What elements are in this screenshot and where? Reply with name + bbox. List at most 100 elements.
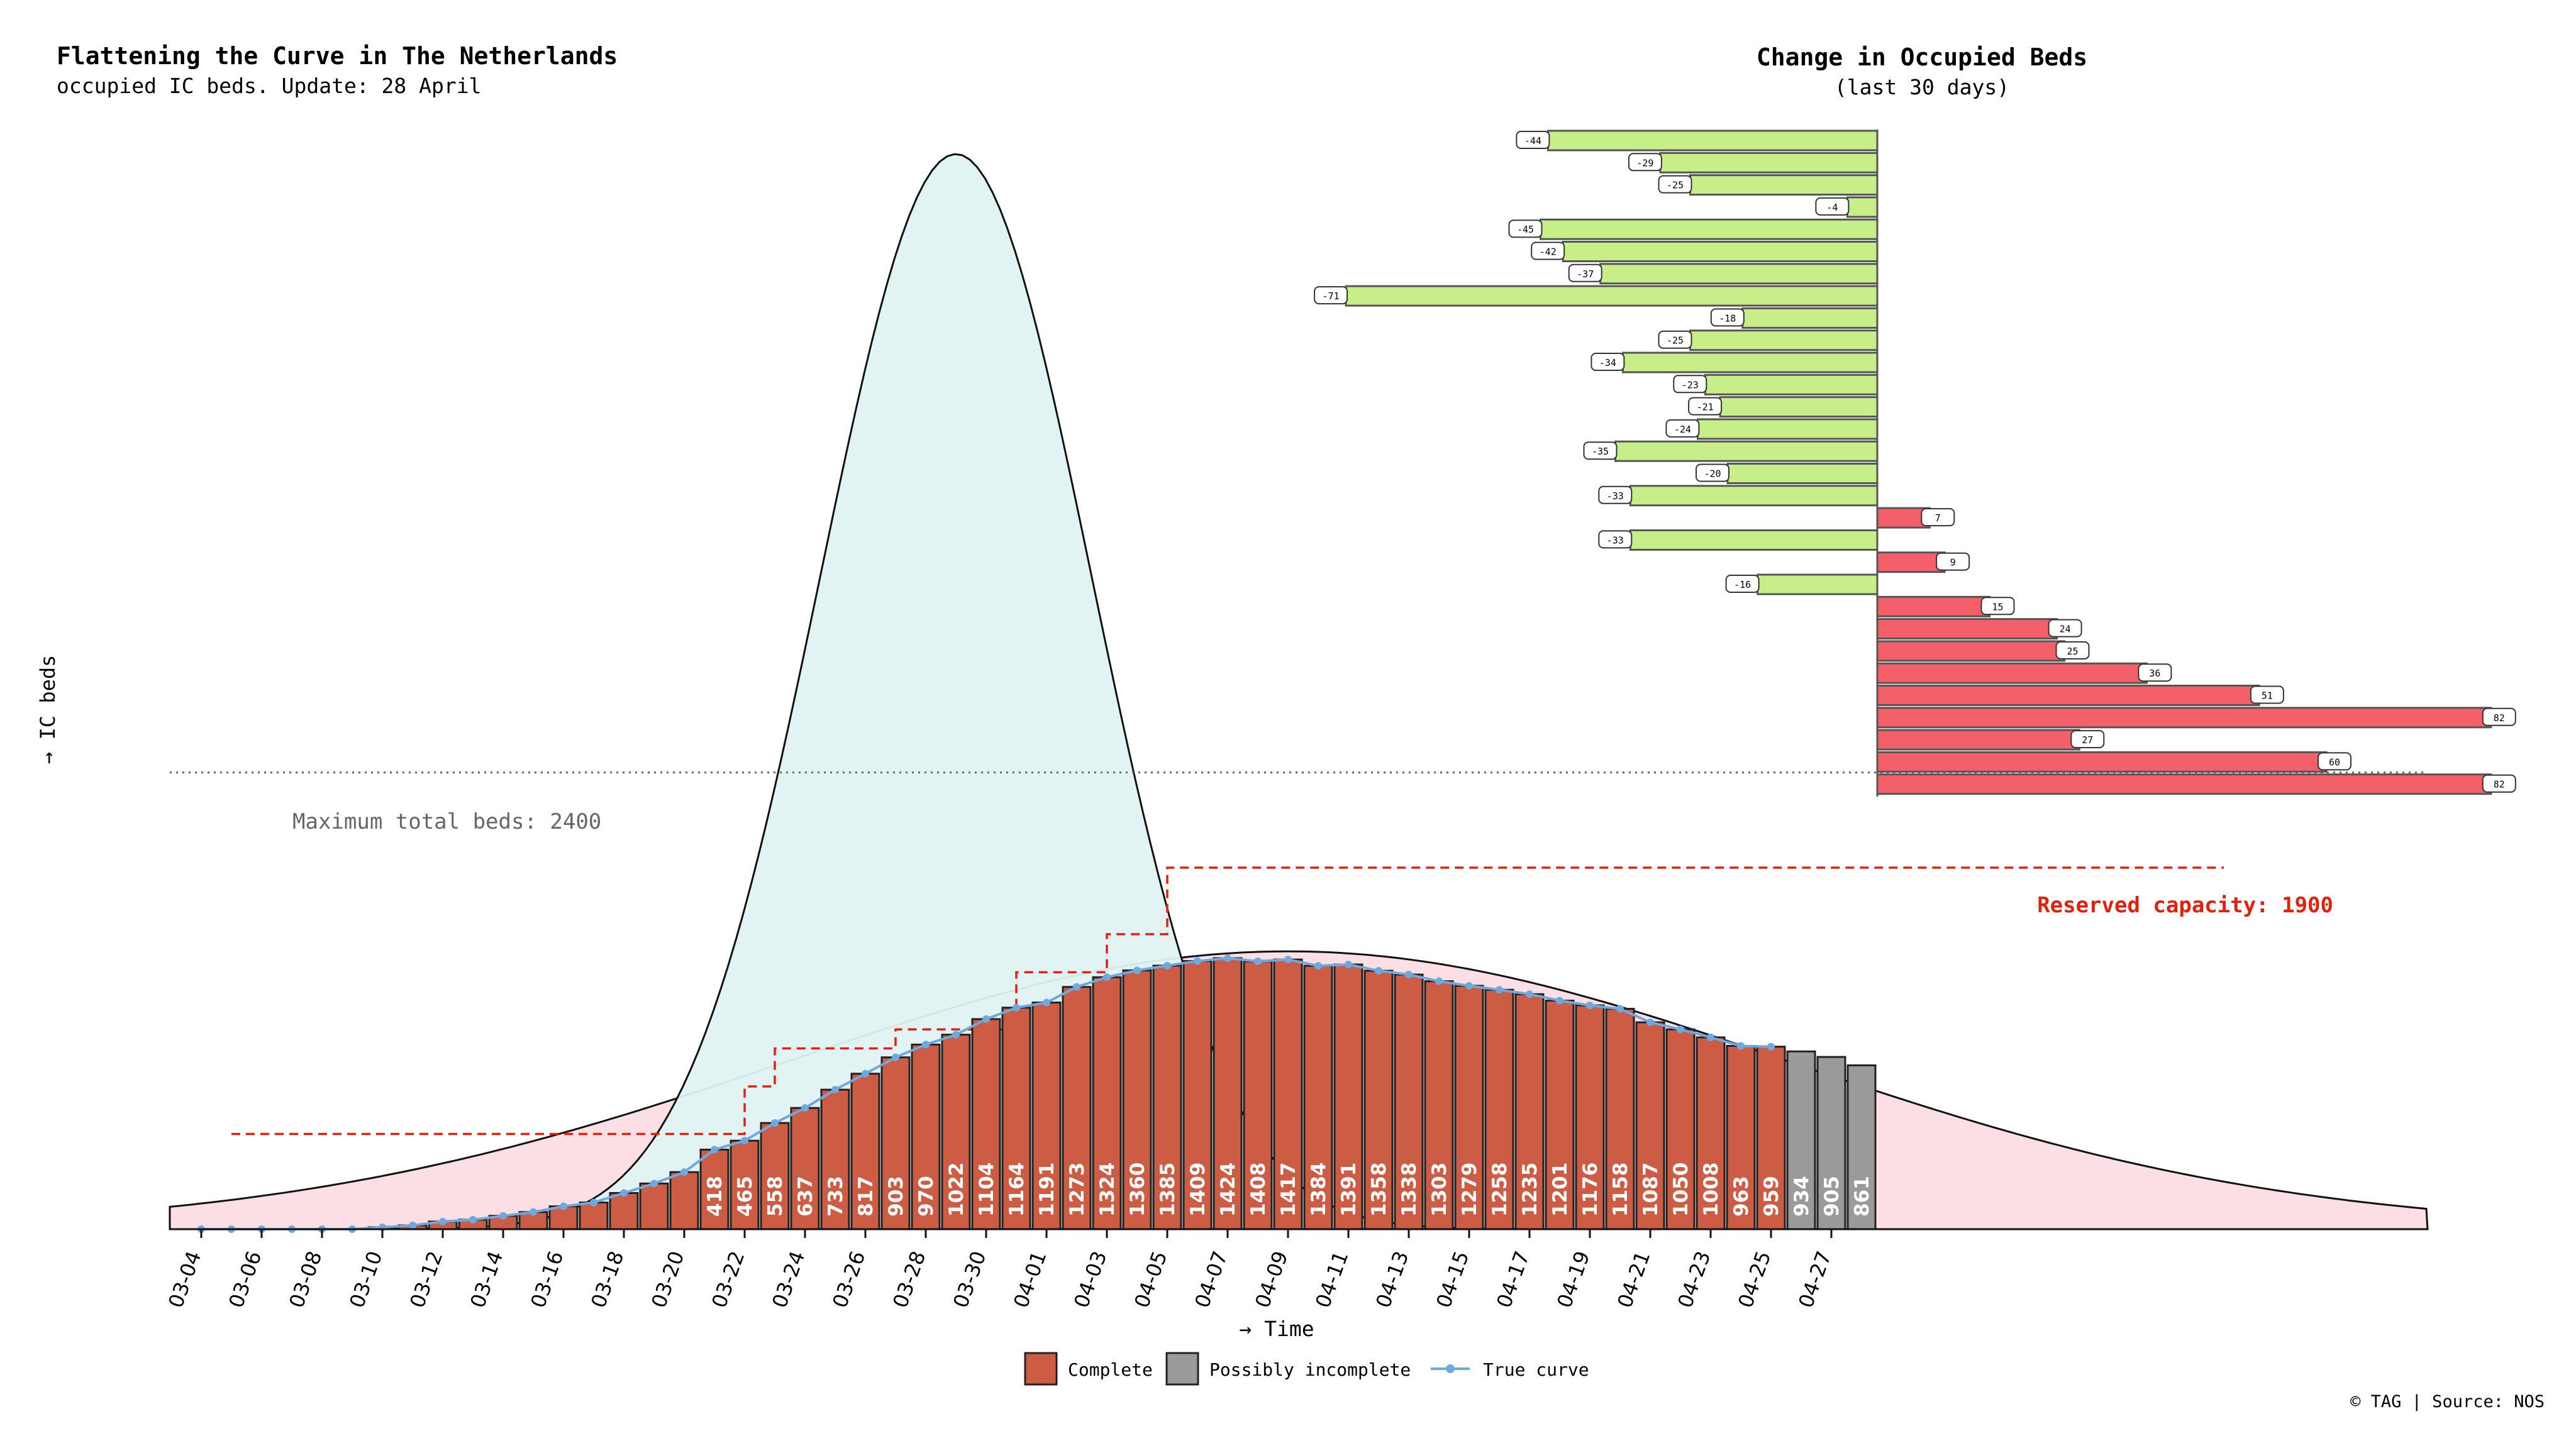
x-tick-label-03-12: 03-12 — [405, 1248, 448, 1311]
change-bar-16 — [1629, 485, 1879, 507]
change-bar-label-22: 24 — [2060, 624, 2071, 635]
bar-value-label-03-26: 817 — [855, 1176, 877, 1217]
main-subtitle: occupied IC beds. Update: 28 April — [57, 74, 482, 98]
change-bar-label-box-0 — [1516, 131, 1550, 149]
bar-value-label-04-02: 1273 — [1066, 1163, 1089, 1217]
legend: Complete Possibly incomplete True curve — [1024, 1352, 1589, 1386]
bar-value-label-04-09: 1417 — [1277, 1163, 1300, 1217]
bar-value-label-04-01: 1191 — [1036, 1163, 1058, 1217]
change-bar-6 — [1599, 263, 1879, 285]
change-bar-label-13: -24 — [1674, 424, 1691, 435]
change-bar-0 — [1546, 130, 1879, 152]
true-curve-point-03-17 — [590, 1198, 597, 1207]
true-curve-point-04-04 — [1133, 966, 1141, 975]
bar-03-22 — [730, 1139, 760, 1230]
change-bar-26 — [1876, 707, 2492, 729]
true-curve-point-03-28 — [922, 1041, 930, 1049]
bar-value-label-04-25: 959 — [1760, 1176, 1783, 1217]
change-bar-1 — [1659, 152, 1879, 174]
change-bar-4 — [1540, 218, 1879, 240]
change-bar-23 — [1876, 640, 2065, 662]
change-bar-label-10: -34 — [1599, 357, 1616, 368]
x-tick-label-03-28: 03-28 — [888, 1248, 931, 1311]
true-curve-point-04-18 — [1556, 997, 1563, 1005]
bar-03-30 — [971, 1018, 1001, 1230]
change-bar-3 — [1846, 196, 1879, 218]
bar-value-label-03-25: 733 — [824, 1176, 847, 1217]
bar-03-18 — [609, 1191, 639, 1230]
change-bar-label-25: 51 — [2262, 690, 2273, 702]
x-tick-label-04-05: 04-05 — [1130, 1248, 1172, 1311]
change-bar-2 — [1689, 174, 1879, 196]
x-tick-label-04-07: 04-07 — [1190, 1248, 1233, 1311]
true-curve-point-03-11 — [409, 1221, 416, 1229]
true-curve-point-04-10 — [1314, 962, 1322, 970]
bar-value-label-04-11: 1391 — [1338, 1163, 1360, 1217]
reserved-capacity-label: Reserved capacity: 1900 — [2037, 893, 2333, 918]
change-bar-label-box-26 — [2482, 707, 2516, 726]
x-tick-label-04-19: 04-19 — [1552, 1248, 1595, 1311]
bar-value-label-03-28: 970 — [915, 1176, 938, 1217]
change-bar-label-4: -45 — [1517, 224, 1534, 235]
true-curve-point-03-29 — [952, 1030, 960, 1039]
change-bar-label-18: -33 — [1607, 534, 1624, 546]
true-curve-point-04-24 — [1737, 1042, 1745, 1050]
change-bar-label-box-7 — [1314, 286, 1348, 305]
change-bar-label-box-11 — [1673, 375, 1707, 394]
x-tick-label-03-14: 03-14 — [465, 1248, 508, 1311]
bar-value-label-03-24: 637 — [794, 1176, 817, 1217]
true-curve-point-04-09 — [1284, 956, 1292, 964]
change-bar-label-box-4 — [1508, 219, 1543, 238]
x-axis-label: → Time — [1239, 1317, 1314, 1341]
x-tick-label-04-03: 04-03 — [1069, 1248, 1112, 1311]
x-tick-label-04-09: 04-09 — [1250, 1248, 1293, 1311]
x-tick-label-03-24: 03-24 — [767, 1248, 810, 1311]
bar-03-17 — [579, 1202, 609, 1230]
change-chart: -44 -29 -25 -4 -45 -42 -37 -71 -18 -25 -34 -23 -21 -2… — [1314, 130, 2516, 797]
change-subtitle: (last 30 days) — [1835, 75, 2009, 99]
main-chart: 418 465 558 637 733 817 903 970 1022 1104 1164 1191… — [164, 153, 2429, 1311]
x-tick-label-04-27: 04-27 — [1794, 1248, 1836, 1311]
x-tick-label-03-04: 03-04 — [164, 1248, 206, 1311]
x-tick-label-04-17: 04-17 — [1492, 1248, 1535, 1311]
bar-04-24 — [1726, 1045, 1756, 1230]
legend-swatch-incomplete — [1165, 1352, 1199, 1386]
change-bar-label-21: 15 — [1992, 601, 2003, 612]
bar-value-label-04-15: 1279 — [1458, 1163, 1481, 1217]
change-bar-19 — [1876, 551, 1946, 573]
change-bar-label-15: -20 — [1704, 468, 1721, 480]
bar-value-label-04-13: 1338 — [1398, 1163, 1421, 1217]
change-bar-label-26: 82 — [2494, 712, 2505, 724]
change-bar-28 — [1876, 751, 2328, 773]
y-axis-label: → IC beds — [36, 655, 60, 764]
bar-04-04 — [1122, 969, 1152, 1230]
bar-04-15 — [1454, 985, 1484, 1230]
change-bar-14 — [1614, 440, 1879, 462]
x-tick-label-04-01: 04-01 — [1009, 1248, 1052, 1311]
bar-04-26 — [1786, 1050, 1816, 1230]
max-beds-label: Maximum total beds: 2400 — [292, 809, 601, 834]
legend-marker-true-curve — [1446, 1364, 1455, 1373]
change-bar-label-box-9 — [1658, 330, 1692, 349]
bar-04-25 — [1756, 1046, 1786, 1230]
bar-04-02 — [1062, 986, 1092, 1230]
true-curve-point-04-11 — [1345, 961, 1352, 969]
true-curve-point-04-25 — [1767, 1042, 1775, 1051]
true-curve-point-04-22 — [1677, 1025, 1684, 1034]
bar-03-19 — [639, 1182, 669, 1230]
change-bar-label-box-8 — [1710, 308, 1745, 327]
x-tick-label-03-22: 03-22 — [707, 1248, 750, 1311]
true-curve-point-04-12 — [1375, 966, 1382, 975]
bar-04-17 — [1514, 993, 1545, 1230]
true-curve-point-04-16 — [1496, 986, 1503, 994]
true-curve-point-04-20 — [1616, 1005, 1624, 1013]
change-bar-label-20: -16 — [1734, 579, 1751, 590]
change-bar-5 — [1562, 241, 1879, 262]
bar-value-label-04-04: 1360 — [1126, 1163, 1149, 1217]
legend-swatch-complete — [1024, 1352, 1058, 1386]
change-bar-label-14: -35 — [1592, 446, 1609, 457]
change-bar-9 — [1689, 329, 1879, 351]
bar-value-label-04-21: 1087 — [1640, 1163, 1662, 1217]
legend-label-true-curve: True curve — [1483, 1359, 1589, 1380]
